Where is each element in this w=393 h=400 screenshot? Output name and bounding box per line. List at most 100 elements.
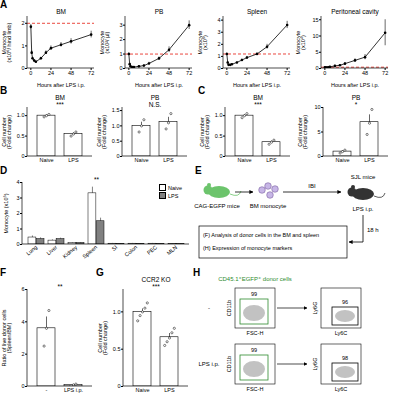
svg-text:Ly6G: Ly6G xyxy=(312,302,318,315)
svg-text:Ly6G: Ly6G xyxy=(312,358,318,371)
svg-text:**: ** xyxy=(94,176,100,183)
svg-text:Cell number(Fold change): Cell number(Fold change) xyxy=(1,115,13,149)
svg-text:LPS i.p.: LPS i.p. xyxy=(64,387,84,393)
svg-text:0: 0 xyxy=(217,65,220,71)
svg-text:0: 0 xyxy=(317,153,320,159)
svg-text:0: 0 xyxy=(117,383,120,389)
svg-text:98: 98 xyxy=(342,355,348,361)
svg-text:0.5: 0.5 xyxy=(17,133,25,139)
svg-text:72: 72 xyxy=(284,70,290,76)
svg-text:Naive: Naive xyxy=(135,387,149,393)
svg-text:24: 24 xyxy=(342,70,348,76)
svg-text:Cell number(Fold change): Cell number(Fold change) xyxy=(96,115,108,149)
svg-text:72: 72 xyxy=(88,70,94,76)
svg-text:3: 3 xyxy=(119,22,122,28)
svg-text:(F) Analysis of donor cells in: (F) Analysis of donor cells in the BM an… xyxy=(203,232,319,238)
svg-text:1.0: 1.0 xyxy=(215,112,223,118)
svg-text:Hours after LPS i.p.: Hours after LPS i.p. xyxy=(37,82,85,88)
svg-text:CAG-EGFP mice: CAG-EGFP mice xyxy=(194,203,240,209)
svg-text:Ratio of live donor cells(Sple: Ratio of live donor cells(Spleen/BM) xyxy=(1,309,13,366)
svg-text:CD11b: CD11b xyxy=(226,300,232,317)
svg-text:***: *** xyxy=(152,283,160,290)
svg-text:Hours after LPS i.p.: Hours after LPS i.p. xyxy=(233,82,281,88)
svg-text:3: 3 xyxy=(217,29,220,35)
svg-text:Colon: Colon xyxy=(123,244,138,258)
svg-text:0.5: 0.5 xyxy=(112,138,120,144)
svg-text:LPS: LPS xyxy=(164,387,175,393)
svg-text:PB: PB xyxy=(151,94,160,101)
svg-text:CD11b: CD11b xyxy=(226,356,232,373)
svg-text:0: 0 xyxy=(225,70,228,76)
svg-text:Monocyte(x10⁶/ hind limb): Monocyte(x10⁶/ hind limb) xyxy=(1,22,13,62)
svg-text:Liver: Liver xyxy=(45,244,58,256)
svg-text:IBI: IBI xyxy=(308,183,316,189)
svg-text:BM: BM xyxy=(55,94,65,101)
svg-text:0: 0 xyxy=(323,70,326,76)
svg-text:Cell number(Fold change): Cell number(Fold change) xyxy=(97,321,109,355)
svg-text:0: 0 xyxy=(21,65,24,71)
svg-text:***: *** xyxy=(254,101,262,108)
svg-text:96: 96 xyxy=(342,299,348,305)
svg-text:2: 2 xyxy=(21,351,24,357)
svg-text:CD45.1⁺EGFP⁺ donor cells: CD45.1⁺EGFP⁺ donor cells xyxy=(218,276,292,282)
svg-text:99: 99 xyxy=(251,347,257,353)
svg-text:Ly6C: Ly6C xyxy=(335,330,348,336)
svg-text:1: 1 xyxy=(16,226,19,232)
svg-text:**: ** xyxy=(57,283,63,290)
svg-text:BM: BM xyxy=(253,94,263,101)
svg-text:72: 72 xyxy=(186,70,192,76)
svg-text:15: 15 xyxy=(312,17,318,23)
svg-text:6: 6 xyxy=(21,286,24,292)
svg-text:SI: SI xyxy=(110,244,118,252)
svg-text:Lung: Lung xyxy=(25,244,38,256)
svg-text:72: 72 xyxy=(382,70,388,76)
svg-text:24: 24 xyxy=(48,70,54,76)
svg-text:PB: PB xyxy=(352,94,361,101)
svg-text:Monocyte (x10⁵): Monocyte (x10⁵) xyxy=(3,193,9,233)
svg-text:PB: PB xyxy=(155,8,164,15)
svg-text:Hours after LPS i.p.: Hours after LPS i.p. xyxy=(135,82,183,88)
svg-text:24: 24 xyxy=(244,70,250,76)
svg-text:*: * xyxy=(355,101,358,108)
svg-text:1: 1 xyxy=(119,51,122,57)
svg-text:SJL mice: SJL mice xyxy=(351,174,376,180)
svg-text:2: 2 xyxy=(119,36,122,42)
svg-text:LPS: LPS xyxy=(266,157,277,163)
svg-text:Ly6C: Ly6C xyxy=(335,386,348,392)
svg-text:5: 5 xyxy=(317,129,320,135)
svg-text:***: *** xyxy=(56,101,64,108)
svg-text:2: 2 xyxy=(217,41,220,47)
svg-text:48: 48 xyxy=(68,70,74,76)
svg-text:N.S.: N.S. xyxy=(149,101,162,108)
svg-text:0: 0 xyxy=(119,65,122,71)
svg-text:0: 0 xyxy=(16,241,19,247)
svg-text:LPS i.p.: LPS i.p. xyxy=(198,361,219,367)
svg-text:FSC-H: FSC-H xyxy=(247,386,264,392)
svg-text:CCR2 KO: CCR2 KO xyxy=(142,276,171,283)
svg-text:4: 4 xyxy=(217,17,220,23)
svg-text:Cell number(Fold change): Cell number(Fold change) xyxy=(297,115,309,149)
svg-text:4: 4 xyxy=(16,179,19,185)
svg-text:10: 10 xyxy=(312,33,318,39)
svg-text:48: 48 xyxy=(166,70,172,76)
svg-text:LPS: LPS xyxy=(68,157,79,163)
svg-text:2: 2 xyxy=(16,210,19,216)
svg-text:0: 0 xyxy=(21,383,24,389)
svg-text:Monocyte(x10²/ µl): Monocyte(x10²/ µl) xyxy=(99,31,111,55)
svg-text:0.5: 0.5 xyxy=(113,346,121,352)
svg-text:Peritoneal cavity: Peritoneal cavity xyxy=(331,8,379,16)
svg-text:0: 0 xyxy=(116,153,119,159)
svg-text:1.0: 1.0 xyxy=(17,112,25,118)
svg-text:0: 0 xyxy=(219,153,222,159)
svg-text:Hours after LPS i.p.: Hours after LPS i.p. xyxy=(331,82,379,88)
svg-text:1: 1 xyxy=(21,43,24,49)
svg-text:Spleen: Spleen xyxy=(81,244,98,260)
svg-text:1.0: 1.0 xyxy=(113,309,121,315)
svg-text:Monocyte(x10⁴): Monocyte(x10⁴) xyxy=(295,31,307,55)
svg-text:Naive: Naive xyxy=(134,157,148,163)
svg-text:0: 0 xyxy=(127,70,130,76)
svg-text:18 h: 18 h xyxy=(367,227,379,233)
svg-text:Spleen: Spleen xyxy=(247,8,268,16)
svg-text:BM: BM xyxy=(56,8,66,15)
svg-text:LPS i.p.: LPS i.p. xyxy=(352,206,373,212)
